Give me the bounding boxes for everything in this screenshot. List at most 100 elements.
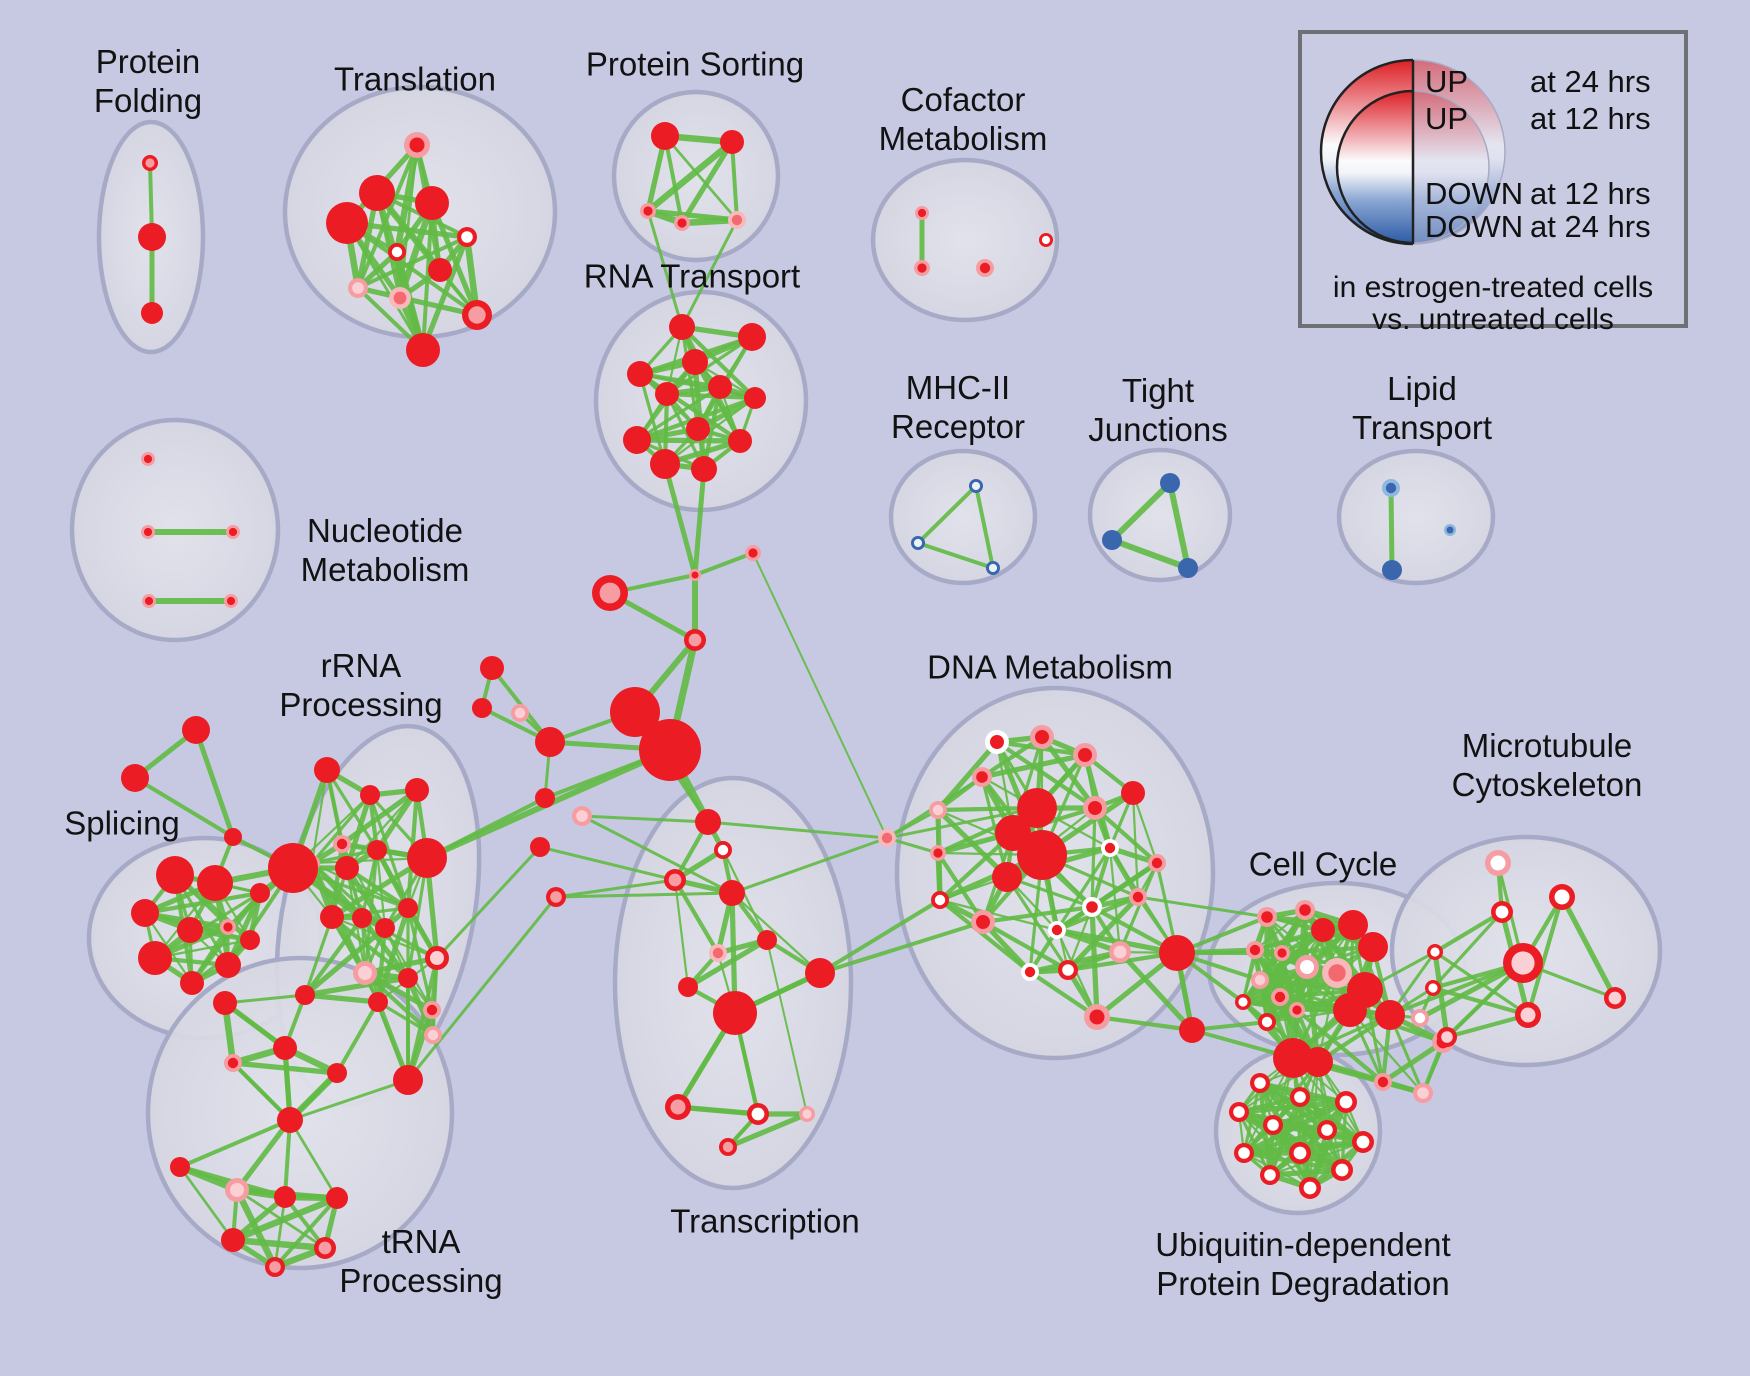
network-node-dna-9[interactable] <box>1017 830 1067 880</box>
network-node-rr-2[interactable] <box>405 778 429 802</box>
network-node-tr-1[interactable] <box>359 175 395 211</box>
network-node-rr-0[interactable] <box>314 757 340 783</box>
network-node-sp-3[interactable] <box>177 917 203 943</box>
network-node-rt-11[interactable] <box>691 456 717 482</box>
network-node-core-dna-18 <box>1051 924 1063 936</box>
network-node-tr-2[interactable] <box>326 202 368 244</box>
network-node-tj-2[interactable] <box>1178 558 1198 578</box>
network-node-free-12[interactable] <box>535 727 565 757</box>
network-node-rt-5[interactable] <box>708 375 732 399</box>
network-node-tr-10[interactable] <box>406 333 440 367</box>
network-edge <box>375 905 411 1005</box>
network-node-cc-16[interactable] <box>1303 1047 1333 1077</box>
network-node-rt-9[interactable] <box>728 429 752 453</box>
network-node-lt-2[interactable] <box>1382 560 1402 580</box>
network-node-tx-7[interactable] <box>805 958 835 988</box>
legend-note-line2: vs. untreated cells <box>1372 303 1614 336</box>
network-node-tx-8[interactable] <box>713 991 757 1035</box>
network-node-core-tx-11 <box>802 1109 812 1119</box>
network-node-tr-3[interactable] <box>415 186 449 220</box>
network-node-tx-0[interactable] <box>695 809 721 835</box>
network-node-rr-8[interactable] <box>407 838 447 878</box>
network-node-core-dna-17 <box>1086 901 1098 913</box>
network-node-rt-3[interactable] <box>627 361 653 387</box>
network-node-dna-7[interactable] <box>1017 788 1057 828</box>
network-node-rt-4[interactable] <box>655 382 679 406</box>
network-node-dna-4[interactable] <box>1121 781 1145 805</box>
network-node-tn-7[interactable] <box>274 1186 296 1208</box>
network-node-free-9[interactable] <box>480 656 504 680</box>
network-node-rr-12[interactable] <box>398 898 418 918</box>
network-node-rr-17[interactable] <box>368 992 388 1012</box>
network-node-sp-0[interactable] <box>156 856 194 894</box>
network-node-sp-7[interactable] <box>215 952 241 978</box>
network-node-rr-5[interactable] <box>268 843 318 893</box>
network-node-free-10[interactable] <box>472 698 492 718</box>
network-node-tn-8[interactable] <box>326 1187 348 1209</box>
network-node-rt-2[interactable] <box>682 349 708 375</box>
network-node-rr-15[interactable] <box>398 968 418 988</box>
network-node-tx-6[interactable] <box>678 977 698 997</box>
network-node-tr-6[interactable] <box>428 258 452 282</box>
network-node-core-cf-3 <box>1041 235 1051 245</box>
network-node-tn-2[interactable] <box>273 1036 297 1060</box>
network-node-cc-18[interactable] <box>1375 1000 1405 1030</box>
network-node-free-8[interactable] <box>224 828 242 846</box>
network-node-tj-0[interactable] <box>1160 473 1180 493</box>
network-node-sp-6[interactable] <box>180 971 204 995</box>
network-node-rt-8[interactable] <box>623 426 651 454</box>
network-node-tn-9[interactable] <box>221 1228 245 1252</box>
network-node-pf-2[interactable] <box>141 302 163 324</box>
network-node-rr-7[interactable] <box>367 840 387 860</box>
network-node-ps-1[interactable] <box>720 130 744 154</box>
network-node-tn-4[interactable] <box>277 1107 303 1133</box>
network-node-dna-23[interactable] <box>1159 935 1195 971</box>
network-node-rr-11[interactable] <box>375 918 395 938</box>
network-node-rr-1[interactable] <box>360 785 380 805</box>
network-node-ps-0[interactable] <box>651 122 679 150</box>
network-edge <box>675 1104 761 1117</box>
network-node-free-7[interactable] <box>121 764 149 792</box>
network-node-sp-9[interactable] <box>240 930 260 950</box>
network-node-core-mt-9 <box>1441 1031 1453 1043</box>
network-node-dna-24[interactable] <box>1179 1017 1205 1043</box>
cluster-ellipse-mhc <box>888 448 1038 586</box>
network-edge <box>1065 894 1141 973</box>
network-node-dna-10[interactable] <box>992 862 1022 892</box>
network-node-cc-15[interactable] <box>1273 1038 1313 1078</box>
network-node-core-dna-2 <box>1078 748 1092 762</box>
network-node-rr-9[interactable] <box>320 905 344 929</box>
network-node-cc-3[interactable] <box>1311 918 1335 942</box>
network-node-core-tr-9 <box>468 306 486 324</box>
network-node-sp-1[interactable] <box>197 865 233 901</box>
network-node-free-13[interactable] <box>535 788 555 808</box>
network-node-cc-4[interactable] <box>1358 932 1388 962</box>
network-node-rr-16[interactable] <box>295 985 315 1005</box>
network-node-sp-5[interactable] <box>138 941 172 975</box>
network-node-sp-2[interactable] <box>131 899 159 927</box>
network-node-tn-5[interactable] <box>170 1157 190 1177</box>
network-node-tx-3[interactable] <box>719 880 745 906</box>
cluster-ellipse-lt <box>1336 448 1496 586</box>
network-node-tx-5[interactable] <box>757 930 777 950</box>
network-node-tn-0[interactable] <box>213 991 237 1015</box>
network-node-free-4[interactable] <box>610 687 660 737</box>
network-node-free-15[interactable] <box>530 837 550 857</box>
network-node-rt-6[interactable] <box>744 387 766 409</box>
network-node-core-dna-22 <box>1089 1009 1105 1025</box>
network-node-tn-3[interactable] <box>327 1063 347 1083</box>
network-node-pf-1[interactable] <box>138 223 166 251</box>
network-node-free-5[interactable] <box>639 719 701 781</box>
network-node-rt-0[interactable] <box>669 314 695 340</box>
network-node-rt-7[interactable] <box>686 417 710 441</box>
network-node-tj-1[interactable] <box>1102 530 1122 550</box>
network-node-rr-6[interactable] <box>335 856 359 880</box>
network-node-rt-10[interactable] <box>650 449 680 479</box>
network-node-free-6[interactable] <box>182 716 210 744</box>
network-node-rr-18[interactable] <box>393 1065 423 1095</box>
network-node-cc-17[interactable] <box>1333 993 1367 1027</box>
network-node-cc-2[interactable] <box>1338 910 1368 940</box>
network-node-rt-1[interactable] <box>738 323 766 351</box>
network-node-rr-10[interactable] <box>352 908 372 928</box>
network-node-sp-8[interactable] <box>250 883 270 903</box>
